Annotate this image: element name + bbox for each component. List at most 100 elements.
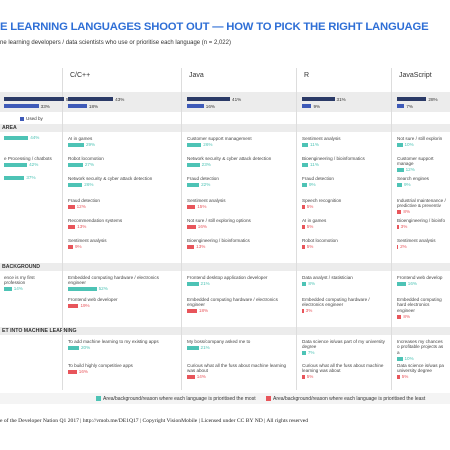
header-band (0, 92, 450, 112)
item-value: 20% (81, 345, 91, 351)
item-bar (302, 309, 304, 313)
item-label: Curious what all the fuss about machine … (187, 363, 287, 374)
item-value: 16% (197, 224, 207, 230)
usage-label: 28% (428, 96, 438, 102)
item-value: 9% (308, 182, 316, 188)
item-value: 13% (77, 224, 87, 230)
column-divider (181, 68, 182, 390)
item-label: Data analyst / statistician (302, 275, 353, 280)
column-name: Java (189, 72, 204, 79)
usage-label: 9% (313, 103, 321, 109)
item-value: 7% (307, 350, 315, 356)
item-label: Frontend web developer (68, 297, 118, 302)
item-value: 5% (306, 204, 314, 210)
item-label: Not sure / still exploring options (187, 218, 251, 223)
item-label: Frontend desktop application developer (187, 275, 268, 280)
item-label: Increases my chances o profitable projec… (397, 339, 444, 355)
item-label: Embedded computing hard electronics engi… (397, 297, 442, 313)
column-name: JavaScript (399, 72, 432, 79)
item-value: 29% (85, 142, 96, 148)
item-label: Data science is/was pa university degree (397, 363, 444, 374)
usage-bar (68, 104, 87, 108)
item-label: Recommendation systems (68, 218, 123, 223)
item-value: 11% (310, 142, 319, 148)
item-label: Customer support management (187, 136, 252, 141)
item-label: AI in games (68, 136, 93, 141)
usage-label: 16% (205, 103, 215, 109)
item-label: Robot locomotion (68, 156, 104, 161)
item-bar (397, 168, 404, 172)
footer-swatch (266, 396, 271, 401)
item-value: 23% (201, 162, 211, 168)
item-bar (397, 245, 399, 249)
item-bar (302, 143, 309, 147)
item-label: ence is my first profession (4, 275, 35, 286)
legend-swatch (20, 117, 24, 121)
item-label: Bioengineering / bioinformatics (302, 156, 365, 161)
section-band (0, 124, 450, 132)
item-bar (68, 225, 76, 229)
item-label: Network security & cyber attack detectio… (68, 176, 153, 181)
usage-bar (68, 97, 114, 101)
item-bar (68, 245, 73, 249)
item-label: Embedded computing hardware / electronic… (68, 275, 159, 286)
item-bar (187, 309, 197, 313)
item-bar (397, 210, 402, 214)
item-value: 8% (308, 281, 316, 287)
item-value: 5% (401, 374, 409, 380)
item-value: 52% (98, 286, 108, 292)
item-value: 26% (84, 182, 94, 188)
item-label: Fraud detection (302, 176, 334, 181)
item-label: AI in games (302, 218, 327, 223)
item-bar (187, 245, 195, 249)
item-label: Sentiment analysis (397, 238, 436, 243)
usage-label: 18% (88, 103, 99, 109)
item-bar (397, 375, 400, 379)
item-value: 5% (306, 374, 314, 380)
item-bar (397, 315, 402, 319)
usage-bar (302, 104, 312, 108)
item-label: Embedded computing hardware / electronic… (302, 297, 370, 308)
column-name: C/C++ (70, 72, 91, 79)
item-bar (68, 287, 97, 291)
item-bar (302, 351, 306, 355)
usage-label: 31% (336, 96, 346, 102)
item-label: Bioengineering / bioinformatics (187, 238, 250, 243)
usage-label: 43% (115, 96, 125, 102)
column-name: R (304, 72, 310, 79)
item-label: Robot locomotion (302, 238, 338, 243)
item-value: 3% (305, 308, 313, 314)
legend-label: Used by (26, 116, 43, 121)
item-label: Data science is/was part of my universit… (302, 339, 385, 350)
item-bar (68, 346, 79, 350)
item-value: 22% (201, 182, 211, 188)
footer-label: Area/background/reason where each langua… (103, 395, 256, 402)
item-value: 9% (74, 244, 82, 250)
item-value: 21% (200, 345, 210, 351)
item-value: 2% (400, 244, 407, 250)
item-bar (302, 205, 305, 209)
item-label: Customer support manage (397, 156, 434, 167)
item-value: 44% (30, 135, 40, 141)
item-label: Fraud detection (187, 176, 219, 181)
usage-label: 7% (406, 103, 413, 109)
item-bar (302, 375, 305, 379)
column-divider (391, 68, 392, 390)
item-bar (302, 163, 309, 167)
section-label: BACKGROUND (2, 264, 41, 270)
item-value: 16% (78, 369, 88, 375)
item-value: 5% (306, 244, 314, 250)
item-bar (4, 136, 29, 140)
column-divider (296, 68, 297, 390)
usage-bar (397, 104, 405, 108)
item-bar (397, 357, 403, 361)
item-label: Sentiment analysis (68, 238, 107, 243)
item-label: To add machine learning to my existing a… (68, 339, 159, 344)
item-value: 26% (203, 142, 213, 148)
item-bar (187, 282, 199, 286)
item-bar (4, 287, 12, 291)
item-value: 10% (404, 356, 414, 362)
item-bar (68, 205, 75, 209)
usage-bar (4, 97, 64, 101)
